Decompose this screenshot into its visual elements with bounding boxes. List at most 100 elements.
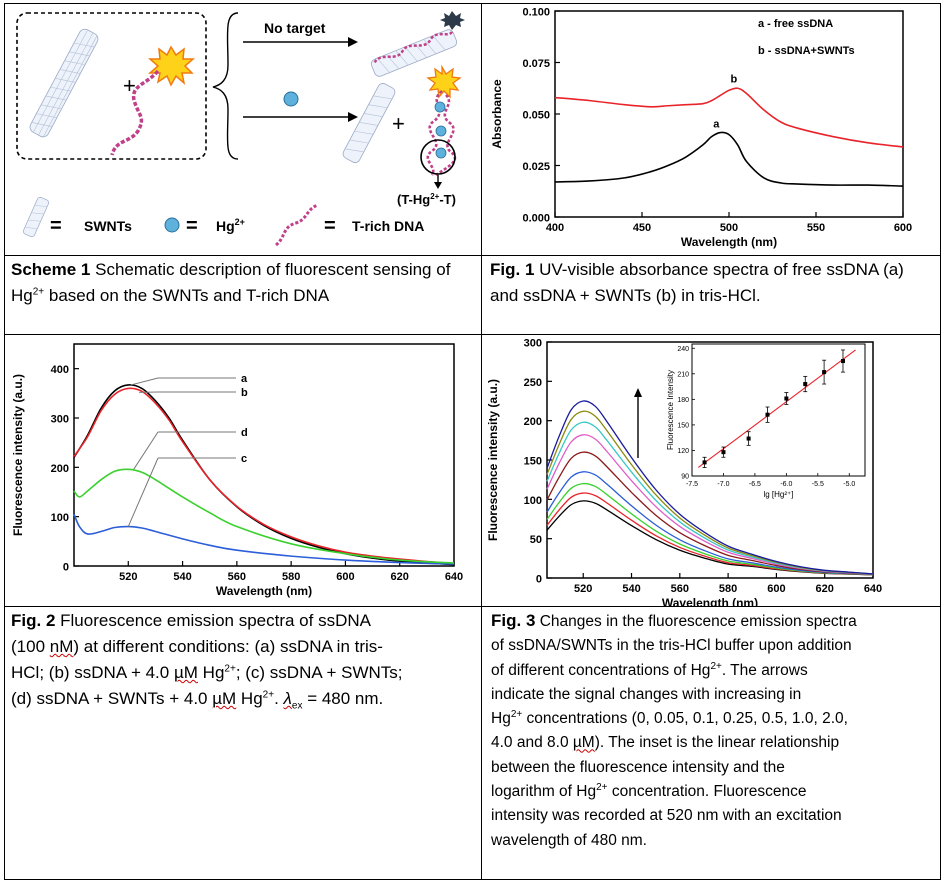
x-tick-label: 500 [720, 222, 738, 234]
no-target-label: No target [264, 20, 326, 36]
inset-fit-line [697, 349, 856, 468]
inset-y-tick-label: 150 [677, 422, 689, 429]
scheme1-figure: + No target + (T-Hg2+-T) = SWNTs = Hg2+ … [16, 11, 465, 247]
legend-swnt-icon [22, 196, 50, 238]
inset-x-tick-label: -5.0 [843, 481, 855, 488]
y-tick-label: 100 [524, 495, 542, 507]
series-line-0.5 [546, 451, 874, 576]
plus-sign-2: + [392, 111, 405, 136]
table-hline-3 [4, 606, 941, 607]
inset-point [721, 450, 726, 455]
legend-dna-label: T-rich DNA [352, 218, 424, 234]
inset-y-tick-label: 180 [677, 397, 689, 404]
series-line-a [554, 131, 904, 187]
inset-frame [691, 343, 866, 477]
legend-swnts-label: SWNTs [84, 218, 132, 234]
y-tick-label: 300 [51, 414, 69, 426]
table-hline-2 [4, 334, 941, 335]
hg-bound-icon [435, 125, 447, 137]
series-line-c [73, 513, 455, 565]
inset-point [784, 396, 789, 401]
plot-frame [73, 343, 455, 567]
x-tick-label: 560 [671, 583, 689, 595]
table-frame [4, 3, 941, 880]
x-tick-label: 580 [719, 583, 737, 595]
leader-line [127, 457, 159, 527]
inset-point [822, 370, 827, 375]
complex-highlight-circle [420, 139, 456, 175]
inset-point [765, 412, 770, 417]
inset-x-tick-label: -6.0 [780, 481, 792, 488]
series-label-a: a [713, 119, 720, 131]
fig3-chart: 520 540 560 580 600 620 640 0 50 100 150 200 250 300 W… [486, 338, 882, 607]
table-hline-1 [4, 255, 941, 256]
curve-label: c [241, 453, 247, 465]
x-tick-label: 520 [119, 571, 137, 583]
complex-arrow-head [434, 182, 442, 189]
dashed-box [16, 12, 207, 160]
series-line-0.1 [546, 482, 874, 576]
inset-y-axis-label: Fluorescence Intensity [666, 370, 675, 450]
y-tick-label: 250 [524, 377, 542, 389]
x-tick-label: 620 [816, 583, 834, 595]
leader-line [133, 431, 159, 470]
series-line-0.05 [546, 492, 874, 576]
plot-frame [554, 10, 904, 218]
hg-bound-icon [434, 101, 446, 113]
x-tick-label: 600 [336, 571, 354, 583]
y-tick-label: 0.100 [522, 7, 550, 19]
legend-dna-icon [274, 203, 319, 247]
x-axis-label: Wavelength (nm) [662, 596, 758, 606]
eq-sign: = [50, 215, 62, 237]
y-tick-label: 100 [51, 512, 69, 524]
fig1-chart: 400 450 500 550 600 0.000 0.025 0.050 0.075 0.100… [490, 7, 912, 250]
series-label-b: b [730, 73, 737, 85]
legend-hg-label: Hg2+ [216, 217, 245, 234]
y-tick-label: 300 [524, 338, 542, 350]
series-line-d [73, 468, 455, 564]
increase-arrow-head [634, 388, 642, 397]
curve-label: b [241, 387, 248, 399]
hg-ion-icon [283, 91, 299, 107]
series-line-b [73, 387, 455, 565]
inset-point [746, 436, 751, 441]
inset-x-tick-label: -7.0 [717, 481, 729, 488]
x-tick-label: 400 [546, 222, 564, 234]
hg-bound-icon [435, 147, 447, 159]
fluorophore-burst-icon-2 [426, 64, 462, 99]
series-line-0.25 [546, 471, 874, 576]
y-tick-label: 0.075 [522, 58, 550, 70]
y-tick-label: 0 [536, 574, 542, 586]
eq-sign-2: = [186, 215, 198, 237]
series-line-8.0 [546, 400, 874, 575]
x-tick-label: 520 [574, 583, 592, 595]
x-tick-label: 550 [807, 222, 825, 234]
curve-label: d [241, 427, 248, 439]
legend-hg-icon [164, 217, 180, 233]
y-tick-label: 0.050 [522, 110, 550, 122]
ssdna-strand-icon [110, 69, 160, 156]
y-tick-label: 400 [51, 364, 69, 376]
x-tick-label: 620 [391, 571, 409, 583]
curve-label: a [241, 373, 248, 385]
inset-x-tick-label: -7.5 [686, 481, 698, 488]
fig3-caption: Fig. 3 Changes in the fluorescence emiss… [491, 611, 857, 849]
table-vline [481, 3, 482, 880]
fig1-caption: Fig. 1 UV-visible absorbance spectra of … [490, 260, 904, 305]
inset-point [840, 359, 845, 364]
x-tick-label: 600 [894, 222, 912, 234]
arrow-top-head [348, 37, 358, 47]
inset-point [803, 382, 808, 387]
x-tick-label: 640 [445, 571, 463, 583]
fig2-caption: Fig. 2 Fluorescence emission spectra of … [11, 611, 403, 712]
inset-x-axis-label: lg [Hg²⁺] [763, 490, 793, 499]
x-tick-label: 540 [622, 583, 640, 595]
leader-line [130, 377, 159, 386]
fluorophore-burst-icon [148, 45, 195, 87]
brace [212, 12, 239, 160]
inset-x-tick-label: -6.5 [749, 481, 761, 488]
series-line-a [73, 384, 455, 566]
plus-sign: + [123, 73, 136, 98]
fig2-chart: 520 540 560 580 600 620 640 0 100 200 300 400 Wavele… [11, 343, 463, 598]
legend-entry: a - free ssDNA [758, 18, 833, 30]
